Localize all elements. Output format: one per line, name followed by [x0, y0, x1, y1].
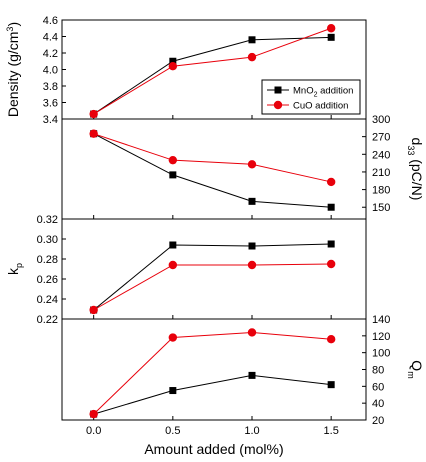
- data-point-CuO: [168, 333, 178, 342]
- y-tick-label: 4.2: [43, 48, 58, 60]
- panel-density: 3.4 3.6 3.8 4.0 4.2 4.4 4.6 Density (g/cm3) MnO2…: [5, 15, 367, 126]
- x-tick-label: 0.5: [165, 425, 180, 437]
- series-line-MnO2: [93, 133, 332, 208]
- panel-frame: [61, 318, 367, 421]
- data-point-MnO2: [248, 36, 256, 44]
- y-tick-label: 210: [372, 167, 390, 179]
- x-tick-label: 1.5: [324, 425, 339, 437]
- data-point-CuO: [89, 305, 98, 315]
- data-point-CuO: [326, 24, 336, 33]
- data-point-MnO2: [327, 33, 335, 41]
- data-point-MnO2: [248, 242, 256, 250]
- x-tick-label: 1.0: [244, 425, 259, 437]
- data-point-MnO2: [327, 203, 335, 211]
- y-axis-label: Qm: [406, 360, 425, 378]
- y-tick-label: 100: [372, 348, 390, 360]
- legend-label: CuO addition: [293, 101, 348, 112]
- series-line-CuO: [93, 331, 332, 415]
- panel-d33: 150 180 210 240 270 300 d33 (pC/N): [61, 114, 425, 220]
- y-tick-label: 0.28: [37, 254, 58, 266]
- data-point-MnO2: [169, 387, 177, 395]
- y-axis-label: Density (g/cm3): [5, 22, 21, 117]
- y-tick-label: 0.30: [37, 234, 58, 246]
- data-point-MnO2: [248, 197, 256, 205]
- y-tick-label: 270: [372, 132, 390, 144]
- series-line-MnO2: [93, 374, 332, 415]
- data-point-CuO: [89, 409, 98, 419]
- y-tick-label: 300: [372, 114, 390, 126]
- data-point-CuO: [247, 328, 257, 337]
- y-tick-label: 60: [372, 381, 384, 393]
- y-tick-label: 140: [372, 314, 390, 326]
- y-tick-label: 240: [372, 149, 390, 161]
- y-tick-label: 3.4: [43, 114, 58, 126]
- data-point-MnO2: [327, 381, 335, 389]
- series-line-MnO2: [93, 36, 332, 115]
- y-tick-label: 0.22: [37, 314, 58, 326]
- data-point-CuO: [247, 160, 257, 169]
- y-tick-label: 120: [372, 331, 390, 343]
- data-point-CuO: [89, 129, 98, 138]
- data-point-CuO: [89, 109, 98, 119]
- panel-frame: [61, 118, 367, 220]
- y-tick-label: 0.24: [37, 294, 58, 306]
- data-point-MnO2: [169, 57, 177, 65]
- legend: MnO2 addition CuO addition: [261, 79, 361, 115]
- legend-label: MnO2 addition: [293, 86, 353, 99]
- series-line-CuO: [93, 27, 332, 115]
- x-tick-label: 0.0: [86, 425, 101, 437]
- data-point-CuO: [168, 155, 178, 165]
- y-tick-label: 20: [372, 415, 384, 427]
- series-line-MnO2: [93, 243, 332, 311]
- y-tick-label: 3.6: [43, 98, 58, 110]
- y-tick-label: 40: [372, 398, 384, 410]
- series-line-CuO: [93, 263, 332, 311]
- panel-frame: [61, 218, 367, 320]
- y-axis-label: kp: [5, 263, 24, 275]
- panel-kp: 0.22 0.24 0.26 0.28 0.30 0.32 kp: [5, 214, 367, 326]
- y-tick-label: 4.4: [43, 32, 58, 44]
- panel-qm: 20 40 60 80 100 120 140 Qm: [61, 314, 425, 427]
- y-tick-label: 0.32: [37, 214, 58, 226]
- legend-marker: [274, 86, 282, 94]
- y-tick-label: 0.26: [37, 274, 58, 286]
- y-tick-label: 80: [372, 365, 384, 377]
- data-point-MnO2: [169, 241, 177, 249]
- y-tick-label: 4.0: [43, 65, 58, 77]
- data-point-CuO: [326, 259, 336, 269]
- data-point-CuO: [168, 61, 178, 71]
- y-tick-label: 4.6: [43, 15, 58, 27]
- y-tick-label: 3.8: [43, 81, 58, 93]
- data-point-MnO2: [327, 240, 335, 248]
- data-point-CuO: [326, 335, 336, 344]
- y-tick-label: 150: [372, 202, 390, 214]
- series-line-CuO: [93, 133, 332, 183]
- y-axis-label: d33 (pC/N): [406, 138, 425, 201]
- data-point-CuO: [168, 260, 178, 270]
- legend-marker: [273, 100, 283, 110]
- data-point-CuO: [247, 52, 257, 62]
- data-point-CuO: [247, 260, 257, 270]
- data-point-MnO2: [248, 371, 256, 379]
- x-axis-label: Amount added (mol%): [144, 441, 283, 457]
- y-tick-label: 180: [372, 185, 390, 197]
- data-point-MnO2: [169, 171, 177, 179]
- data-point-CuO: [326, 177, 336, 187]
